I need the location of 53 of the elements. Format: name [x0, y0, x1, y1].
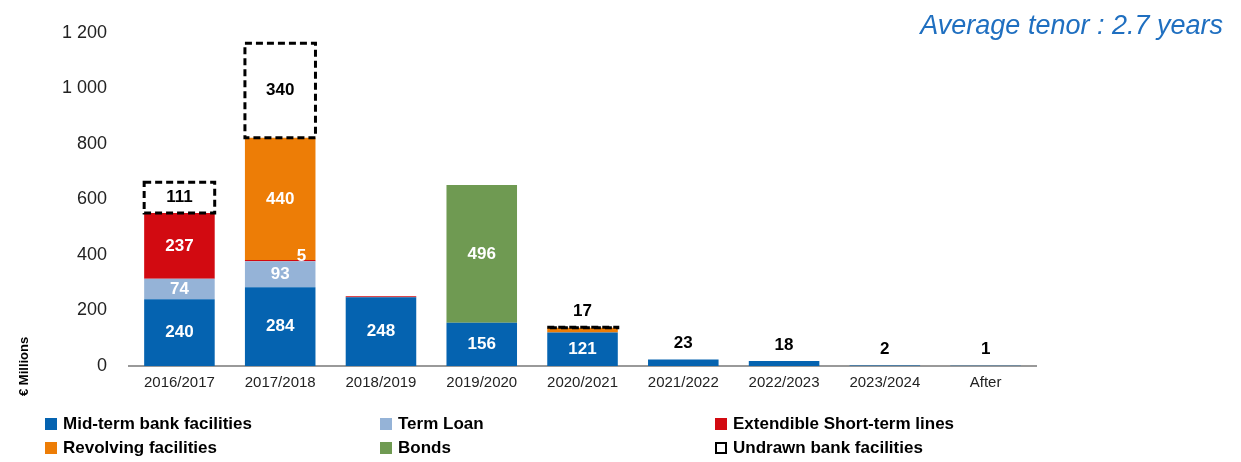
legend-label: Revolving facilities: [62, 438, 218, 458]
x-tick-label: 2019/2020: [446, 373, 518, 391]
bar: [244, 287, 316, 366]
x-tick-label: 2020/2021: [547, 373, 618, 391]
data-label: 121: [568, 338, 597, 358]
bar: [446, 184, 518, 323]
data-label: 248: [366, 321, 396, 341]
x-tick-label: 2016/2017: [143, 373, 215, 391]
legend-label: Term Loan: [397, 414, 485, 434]
data-label: 74: [169, 278, 190, 298]
bar: [648, 359, 719, 366]
bar: [244, 137, 316, 260]
data-label: 17: [573, 300, 592, 320]
data-label: 340: [266, 80, 295, 100]
x-tick-label: 2017/2018: [244, 373, 316, 391]
data-label: 1: [980, 339, 991, 359]
legend-label: Mid-term bank facilities: [62, 414, 253, 434]
bar: [345, 297, 417, 366]
y-tick-label: 1 000: [62, 77, 108, 98]
y-tick-label: 0: [97, 354, 108, 375]
data-label: 496: [467, 243, 496, 263]
bar: [446, 322, 518, 366]
y-axis-title: € Millions: [16, 336, 31, 396]
data-label: 237: [165, 235, 194, 255]
y-tick-label: 200: [77, 299, 108, 320]
legend-label: Bonds: [397, 438, 452, 458]
data-label: 284: [266, 316, 295, 336]
data-label: 18: [774, 334, 794, 354]
bar: [144, 299, 215, 366]
x-tick-label: 2018/2019: [345, 373, 417, 391]
y-tick-label: 800: [77, 132, 108, 153]
legend-label: Undrawn bank facilities: [732, 438, 924, 458]
data-label: 111: [166, 187, 193, 207]
y-tick-label: 600: [77, 188, 108, 209]
data-label: 93: [270, 263, 290, 283]
x-tick-label: After: [969, 373, 1002, 391]
data-label: 5: [296, 245, 307, 265]
x-tick-label: 2023/2024: [849, 373, 921, 391]
legend-label: Extendible Short-term lines: [732, 414, 956, 434]
y-tick-label: 1 200: [62, 21, 108, 42]
x-tick-label: 2022/2023: [748, 373, 820, 391]
x-tick-label: 2021/2022: [647, 373, 719, 391]
data-label: 156: [467, 334, 496, 354]
annotation: Average tenor : 2.7 years: [920, 10, 1223, 41]
bar: [144, 213, 215, 279]
data-label: 2: [880, 339, 890, 359]
bar: [547, 332, 618, 366]
data-label: 23: [673, 333, 693, 353]
bar: [748, 361, 820, 366]
bar: [244, 261, 316, 288]
data-label: 440: [266, 188, 295, 208]
data-label: 240: [165, 322, 194, 342]
y-tick-label: 400: [77, 243, 108, 264]
